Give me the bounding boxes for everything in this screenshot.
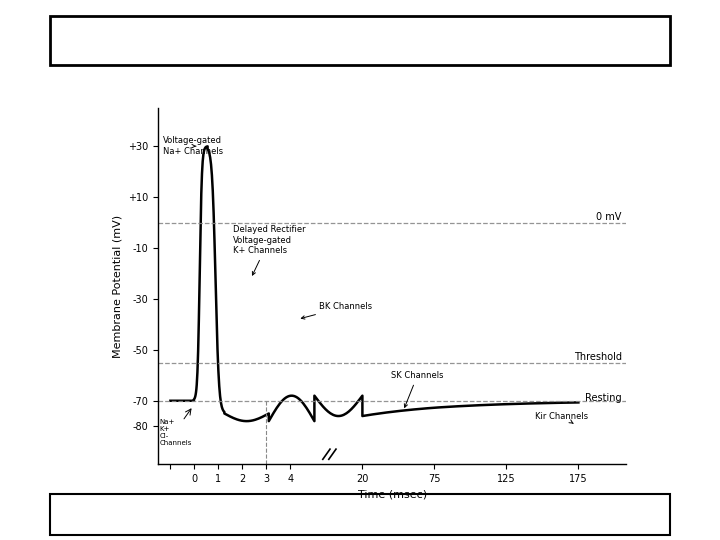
- Text: Voltage-gated
Na+ Channels: Voltage-gated Na+ Channels: [163, 137, 223, 156]
- Bar: [50, 494, 670, 535]
- Text: Kir Channels: Kir Channels: [535, 411, 588, 423]
- Text: BK Channels: BK Channels: [302, 302, 372, 319]
- X-axis label: Time (msec): Time (msec): [358, 490, 427, 500]
- Text: Na+
K+
Cl-
Channels: Na+ K+ Cl- Channels: [160, 418, 192, 445]
- Bar: [50, 16, 670, 65]
- Text: Threshold: Threshold: [574, 353, 621, 362]
- Text: O POTENCIAL DE REPOUSO NAS FIBRAS NERVOSAS É DE -70 A -90mV: O POTENCIAL DE REPOUSO NAS FIBRAS NERVOS…: [102, 508, 618, 521]
- Text: Delayed Rectifier
Voltage-gated
K+ Channels: Delayed Rectifier Voltage-gated K+ Chann…: [233, 225, 305, 275]
- Text: COMO BLOQUEAR O POTENCIAL DE AÇÃO?: COMO BLOQUEAR O POTENCIAL DE AÇÃO?: [148, 30, 572, 51]
- Text: SK Channels: SK Channels: [391, 371, 444, 407]
- Text: Resting: Resting: [585, 393, 621, 403]
- Y-axis label: Membrane Potential (mV): Membrane Potential (mV): [113, 214, 123, 358]
- Text: 0 mV: 0 mV: [596, 212, 621, 222]
